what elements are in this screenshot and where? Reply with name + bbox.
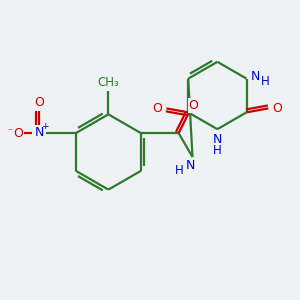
Text: H: H bbox=[175, 164, 184, 177]
Text: H: H bbox=[261, 75, 270, 88]
Text: N: N bbox=[186, 159, 195, 172]
Text: O: O bbox=[152, 102, 162, 115]
Text: N: N bbox=[213, 133, 222, 146]
Text: +: + bbox=[41, 122, 49, 131]
Text: ⁻: ⁻ bbox=[8, 127, 13, 137]
Text: O: O bbox=[34, 96, 44, 109]
Text: O: O bbox=[14, 127, 23, 140]
Text: CH₃: CH₃ bbox=[98, 76, 119, 89]
Text: N: N bbox=[34, 126, 44, 139]
Text: O: O bbox=[272, 102, 282, 115]
Text: N: N bbox=[251, 70, 260, 83]
Text: H: H bbox=[213, 143, 222, 157]
Text: O: O bbox=[189, 99, 198, 112]
